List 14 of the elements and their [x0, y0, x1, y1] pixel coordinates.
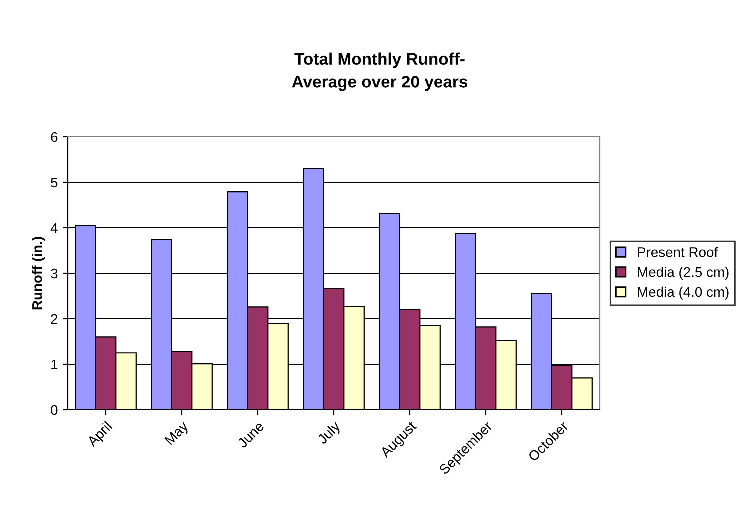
- y-tick-label: 3: [51, 268, 58, 279]
- y-tick-label: 2: [51, 314, 58, 324]
- y-tick-label: 1: [52, 360, 58, 370]
- legend-label: Media (2.5 cm): [638, 267, 729, 280]
- chart-title: Total Monthly Runoff- Average over 20 years: [292, 52, 468, 92]
- y-tick-label: 6: [51, 132, 58, 142]
- y-tick-label: 5: [51, 178, 58, 188]
- x-tick-label: July: [316, 420, 344, 447]
- legend-label: Present Roof: [638, 247, 718, 258]
- x-tick-label: May: [164, 420, 192, 448]
- y-tick-label: 4: [50, 223, 58, 234]
- y-axis-title: Runoff (in.): [32, 237, 45, 310]
- y-tick-label: 0: [51, 405, 58, 416]
- legend-label: Media (4.0 cm): [638, 286, 729, 300]
